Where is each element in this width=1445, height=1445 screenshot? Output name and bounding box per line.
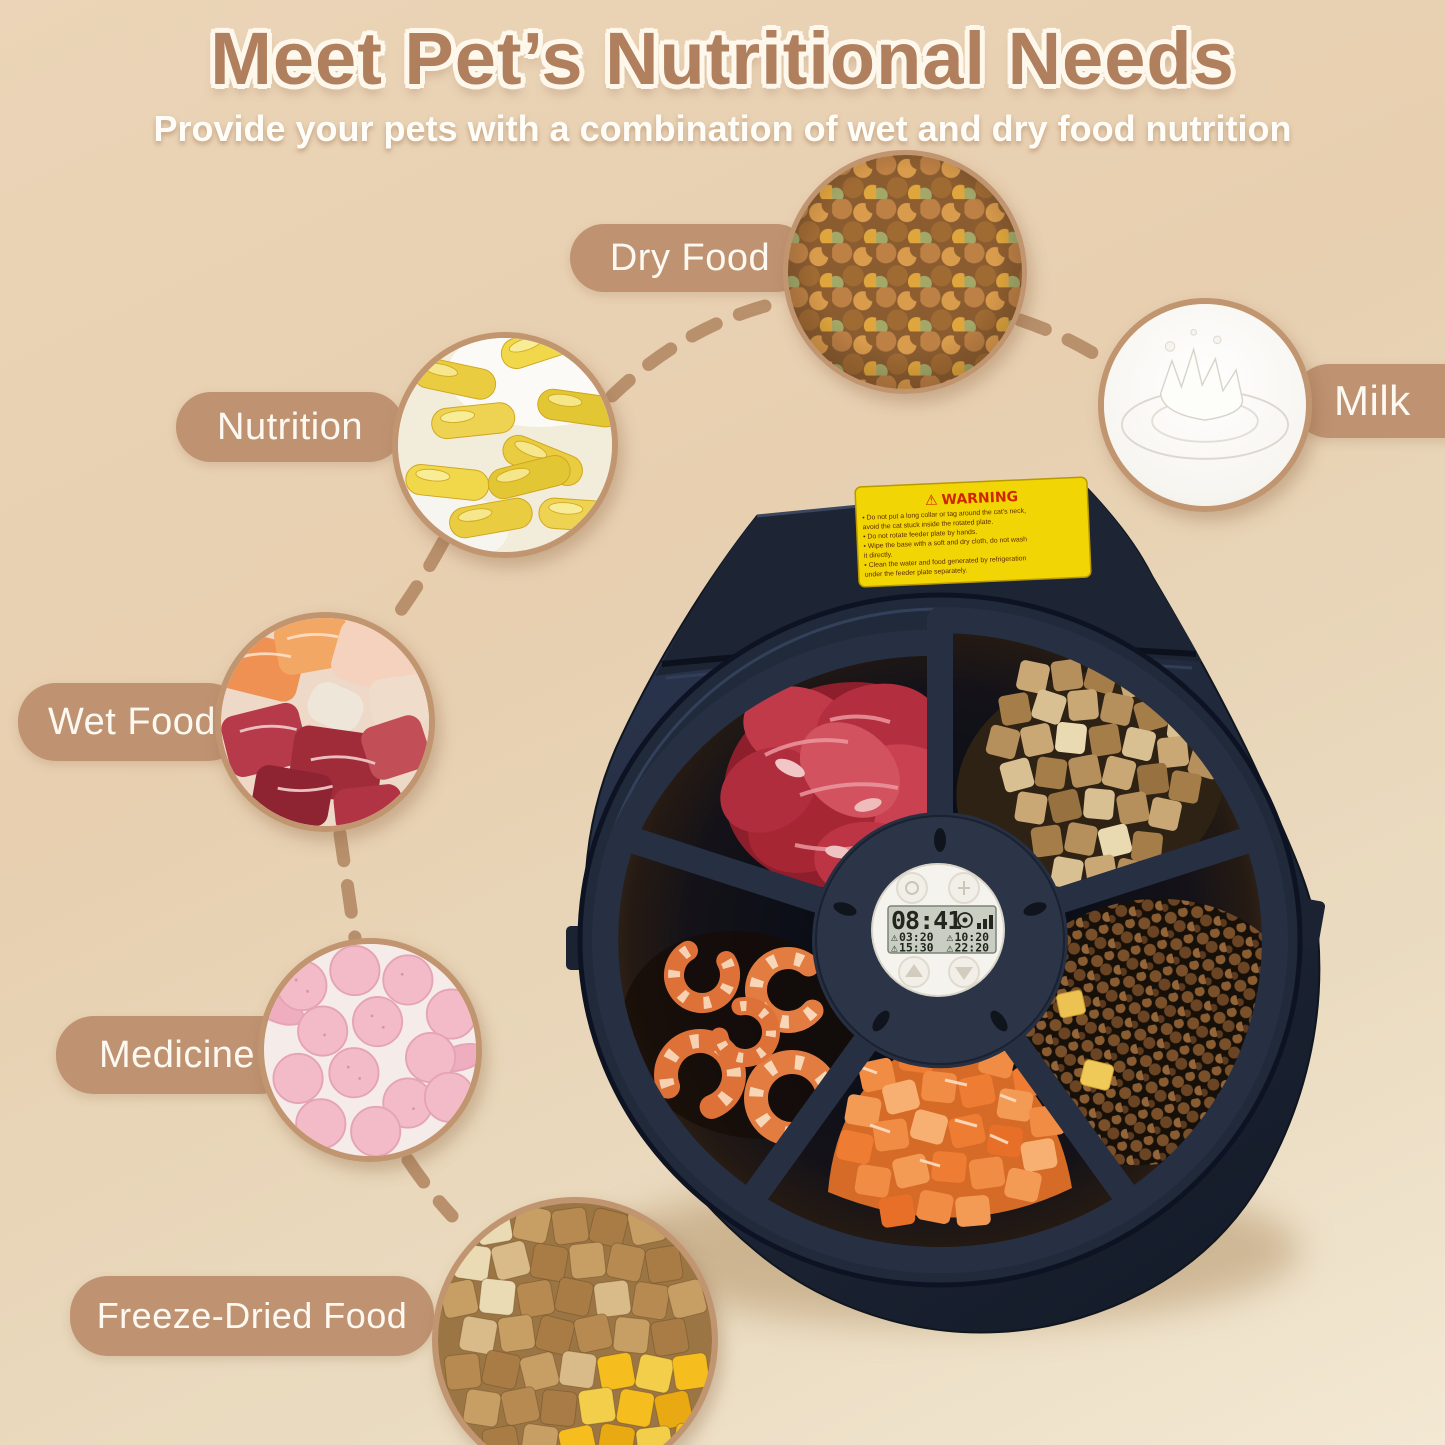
warning-sticker: ⚠ WARNING • Do not put a long collar or t… bbox=[854, 476, 1092, 588]
hub-buttons bbox=[896, 872, 980, 988]
wet-food-photo bbox=[215, 612, 435, 832]
nutrition-photo bbox=[392, 332, 618, 558]
control-hub: 08:41 ⚠03:20 ⚠10:20 ⚠15:30 ⚠22:20 bbox=[815, 815, 1065, 1065]
connector-medicine-fd bbox=[401, 1153, 459, 1223]
pills bbox=[264, 944, 476, 1156]
callout-label-medicine: Medicine bbox=[56, 1016, 298, 1094]
callout-label-dry-food: Dry Food bbox=[570, 224, 810, 292]
page-title: Meet Pet’s Nutritional Needs bbox=[210, 17, 1235, 100]
hub-screw-slots bbox=[833, 828, 1047, 1032]
cheese-cube bbox=[1079, 1059, 1115, 1091]
cheese-cube bbox=[1056, 989, 1086, 1019]
callout-label-wet-food: Wet Food bbox=[18, 683, 246, 761]
settings-button bbox=[896, 872, 928, 904]
shrimp-food bbox=[621, 931, 872, 1146]
connector-nutrition-wet bbox=[381, 535, 450, 635]
right-latch bbox=[1296, 899, 1326, 947]
milk-photo bbox=[1098, 298, 1312, 512]
alarm-icon: ⚠ bbox=[947, 930, 954, 944]
alarm-icon: ⚠ bbox=[947, 941, 954, 955]
dry-food-photo bbox=[783, 150, 1027, 394]
medicine-photo bbox=[258, 938, 482, 1162]
callout-label-freeze-dried-food: Freeze-Dried Food bbox=[70, 1276, 434, 1356]
milk-splash bbox=[1159, 346, 1244, 421]
connector-dry-milk bbox=[1013, 313, 1111, 367]
signal-bars-icon bbox=[977, 915, 993, 929]
alarm-icon: ⚠ bbox=[891, 930, 898, 944]
connector-wet-medicine bbox=[333, 827, 362, 945]
lcd-time: 08:41 bbox=[891, 906, 961, 935]
connector-dry-nutrition bbox=[605, 299, 772, 403]
svg-text:⚠WARNING: ⚠ WARNING bbox=[925, 489, 1019, 509]
lcd-status-icon bbox=[957, 912, 973, 928]
callout-label-nutrition: Nutrition bbox=[176, 392, 404, 462]
meat-chunks bbox=[221, 618, 429, 826]
freeze-dried-cubes bbox=[439, 1204, 711, 1445]
lcd-display: 08:41 ⚠03:20 ⚠10:20 ⚠15:30 ⚠22:20 bbox=[887, 905, 997, 955]
page-subtitle: Provide your pets with a combination of … bbox=[153, 108, 1292, 149]
svg-text:⚠03:20 ⚠10:20: ⚠03:20 ⚠10:20 ⚠15:30 ⚠22:20 bbox=[891, 930, 996, 955]
callout-label-milk: Milk bbox=[1292, 364, 1445, 438]
up-arrow-icon bbox=[905, 964, 923, 977]
alarm-icon: ⚠ bbox=[891, 941, 898, 955]
warning-icon: ⚠ bbox=[925, 493, 938, 510]
down-arrow-icon bbox=[955, 967, 973, 980]
